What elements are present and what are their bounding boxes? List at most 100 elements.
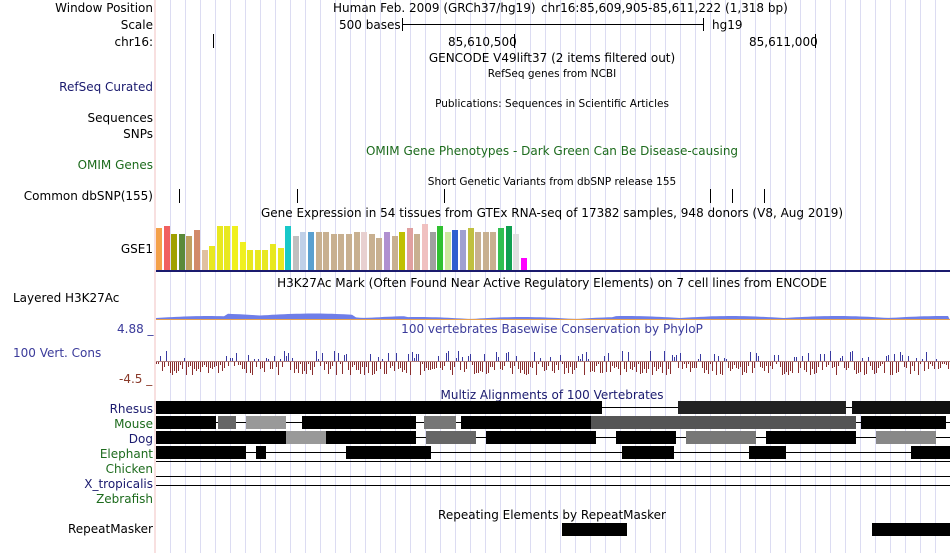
gtex-bar-chart[interactable]	[156, 222, 536, 270]
gtex-tissue-bar[interactable]	[209, 246, 216, 270]
gtex-tissue-bar[interactable]	[520, 258, 527, 270]
gtex-tissue-bar[interactable]	[247, 250, 254, 270]
gtex-tissue-bar[interactable]	[376, 238, 383, 270]
gtex-tissue-bar[interactable]	[460, 230, 466, 270]
gtex-tissue-bar[interactable]	[399, 232, 406, 270]
species-dog[interactable]: Dog	[128, 432, 153, 446]
gtex-tissue-bar[interactable]	[194, 230, 200, 270]
gtex-tissue-bar[interactable]	[498, 228, 504, 270]
gtex-tissue-bar[interactable]	[429, 232, 436, 270]
gtex-tissue-bar[interactable]	[444, 232, 451, 270]
h3k27ac-signal[interactable]	[156, 296, 950, 320]
refseq-curated-label[interactable]: RefSeq Curated	[59, 80, 153, 94]
gtex-tissue-bar[interactable]	[186, 236, 193, 270]
snps-label[interactable]: SNPs	[123, 127, 153, 141]
species-rhesus[interactable]: Rhesus	[109, 402, 153, 416]
gtex-tissue-bar[interactable]	[232, 226, 238, 270]
gtex-tissue-bar[interactable]	[216, 226, 223, 270]
snp-marker[interactable]	[710, 189, 711, 203]
gtex-tissue-bar[interactable]	[323, 232, 330, 270]
phylop-max-label: 4.88 _	[117, 322, 154, 336]
omim-track-title[interactable]: OMIM Gene Phenotypes - Dark Green Can Be…	[365, 144, 739, 158]
gtex-tissue-bar[interactable]	[384, 232, 390, 270]
alignment-block	[156, 446, 246, 459]
h3k27ac-track-title[interactable]: H3K27Ac Mark (Often Found Near Active Re…	[277, 276, 827, 290]
alignment-block	[302, 416, 416, 429]
repeat-element[interactable]	[562, 523, 627, 536]
repeatmasker-track-title[interactable]: Repeating Elements by RepeatMasker	[438, 508, 666, 522]
gtex-tissue-bar[interactable]	[338, 234, 345, 270]
gtex-tissue-bar[interactable]	[422, 224, 428, 270]
assembly-text: Human Feb. 2009 (GRCh37/hg19)	[333, 1, 536, 15]
gtex-tissue-bar[interactable]	[406, 228, 413, 270]
alignment-block	[218, 416, 236, 429]
ruler-tick-label: 85,611,000	[749, 35, 818, 49]
alignment-block	[616, 431, 676, 444]
ruler-tick-label: 85,610,500	[448, 35, 517, 49]
gtex-tissue-bar[interactable]	[292, 236, 299, 270]
gtex-label[interactable]: GSE1	[120, 242, 153, 256]
repeatmasker-label[interactable]: RepeatMasker	[67, 522, 153, 536]
publications-track-title[interactable]: Publications: Sequences in Scientific Ar…	[435, 98, 669, 110]
gtex-tissue-bar[interactable]	[467, 228, 474, 270]
gtex-tissue-bar[interactable]	[452, 230, 459, 270]
gtex-tissue-bar[interactable]	[513, 234, 520, 270]
gtex-tissue-bar[interactable]	[315, 232, 322, 270]
species-chicken[interactable]: Chicken	[105, 462, 153, 476]
snp-marker[interactable]	[764, 189, 765, 203]
refseq-track-title[interactable]: RefSeq genes from NCBI	[487, 68, 617, 80]
gtex-tissue-bar[interactable]	[224, 226, 231, 270]
gtex-tissue-bar[interactable]	[490, 232, 497, 270]
snp-marker[interactable]	[444, 189, 445, 203]
gtex-tissue-bar[interactable]	[262, 250, 269, 270]
species-zebrafish[interactable]: Zebrafish	[96, 492, 153, 506]
dbsnp-label[interactable]: Common dbSNP(155)	[23, 189, 153, 203]
gtex-tissue-bar[interactable]	[368, 234, 375, 270]
gtex-tissue-bar[interactable]	[171, 234, 178, 270]
gtex-tissue-bar[interactable]	[353, 232, 360, 270]
gtex-tissue-bar[interactable]	[482, 232, 489, 270]
gtex-tissue-bar[interactable]	[201, 250, 208, 270]
species-elephant[interactable]: Elephant	[99, 447, 153, 461]
phylop-label[interactable]: 100 Vert. Cons	[13, 346, 102, 360]
gtex-tissue-bar[interactable]	[361, 232, 368, 270]
gtex-tissue-bar[interactable]	[285, 226, 292, 270]
gtex-tissue-bar[interactable]	[163, 226, 170, 270]
gtex-tissue-bar[interactable]	[505, 226, 512, 270]
gtex-tissue-bar[interactable]	[178, 234, 185, 270]
gtex-tissue-bar[interactable]	[346, 234, 352, 270]
gtex-track-title[interactable]: Gene Expression in 54 tissues from GTEx …	[260, 206, 844, 220]
omim-genes-label[interactable]: OMIM Genes	[77, 158, 153, 172]
repeat-element[interactable]	[872, 523, 950, 536]
phylop-track-title[interactable]: 100 vertebrates Basewise Conservation by…	[401, 322, 703, 336]
snp-marker[interactable]	[179, 189, 180, 203]
h3k27ac-label[interactable]: Layered H3K27Ac	[13, 291, 120, 305]
gtex-tissue-bar[interactable]	[277, 248, 284, 270]
gtex-tissue-bar[interactable]	[300, 232, 307, 270]
gencode-track-title[interactable]: GENCODE V49lift37 (2 items filtered out)	[428, 51, 676, 65]
gtex-tissue-bar[interactable]	[414, 234, 421, 270]
db-text: hg19	[712, 18, 743, 32]
phylop-signal[interactable]	[156, 339, 950, 385]
snp-marker[interactable]	[732, 189, 733, 203]
alignment-block	[591, 416, 856, 429]
gtex-tissue-bar[interactable]	[475, 232, 482, 270]
gtex-tissue-bar[interactable]	[391, 236, 398, 270]
gtex-tissue-bar[interactable]	[254, 250, 261, 270]
gtex-tissue-bar[interactable]	[308, 232, 314, 270]
gtex-tissue-bar[interactable]	[239, 242, 246, 270]
multiz-track-title[interactable]: Multiz Alignments of 100 Vertebrates	[440, 388, 664, 402]
sequences-label[interactable]: Sequences	[87, 111, 153, 125]
gtex-tissue-bar[interactable]	[330, 234, 337, 270]
multiz-alignments[interactable]	[156, 401, 950, 491]
alignment-block	[749, 446, 786, 459]
species-x-tropicalis[interactable]: X_tropicalis	[84, 477, 153, 491]
gtex-tissue-bar[interactable]	[270, 244, 276, 270]
species-mouse[interactable]: Mouse	[114, 417, 153, 431]
ruler-tick	[815, 34, 816, 48]
gtex-tissue-bar[interactable]	[437, 226, 444, 270]
snp-marker[interactable]	[297, 189, 298, 203]
dbsnp-track-title[interactable]: Short Genetic Variants from dbSNP releas…	[427, 176, 677, 188]
gtex-tissue-bar[interactable]	[156, 228, 162, 270]
alignment-block	[876, 431, 936, 444]
